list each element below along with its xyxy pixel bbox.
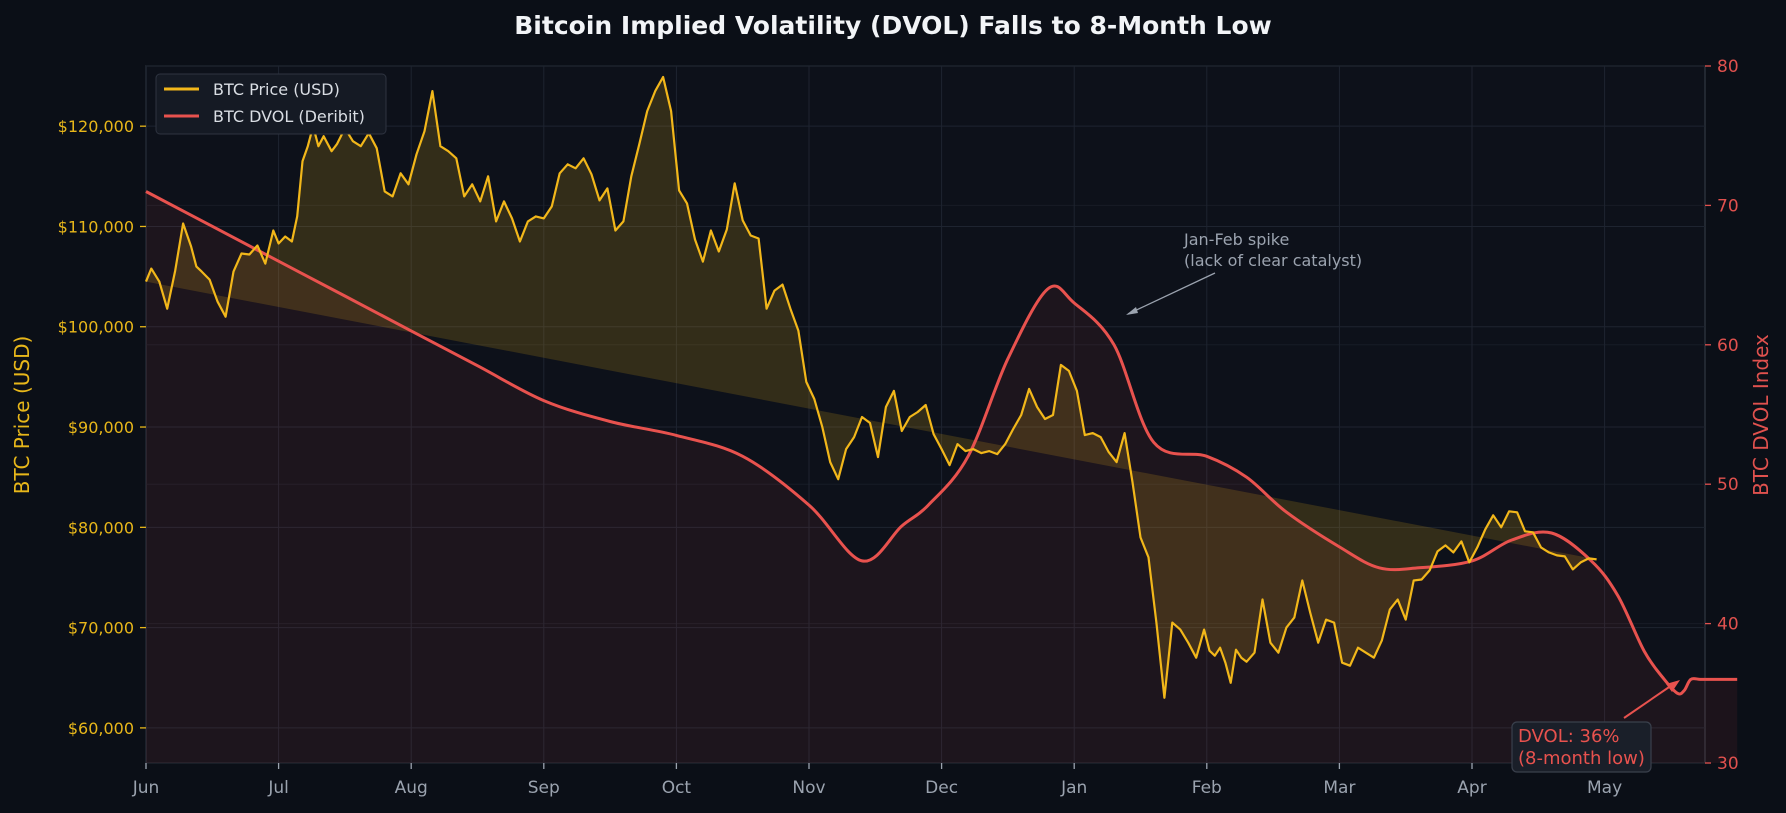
x-tick-label-5: Nov <box>792 778 825 798</box>
legend-box <box>155 73 387 135</box>
right-tick-label-4: 70 <box>1717 196 1739 216</box>
dvol-area-fill <box>146 191 1738 763</box>
legend-entry-dvol: BTC DVOL (Deribit) <box>213 107 365 126</box>
x-tick-label-4: Oct <box>662 778 692 798</box>
left-axis-label: BTC Price (USD) <box>10 336 34 495</box>
callout-arrow <box>1623 682 1676 719</box>
price-area-fill <box>146 77 1597 698</box>
grid-lines <box>145 65 1705 764</box>
x-tick-label-6: Dec <box>925 778 958 798</box>
x-tick-label-8: Feb <box>1192 778 1222 798</box>
x-axis: Jun Jul Aug Sep Oct Nov Dec Jan Feb Mar Apr May <box>132 763 1622 798</box>
x-tick-label-3: Sep <box>528 778 560 798</box>
x-tick-label-10: Apr <box>1457 778 1486 798</box>
callout-box <box>1511 721 1652 773</box>
left-tick-label-1: $70,000 <box>68 619 134 638</box>
legend-entry-price: BTC Price (USD) <box>213 80 340 99</box>
x-tick-label-7: Jan <box>1060 778 1087 798</box>
left-tick-label-4: $100,000 <box>58 318 134 337</box>
callout-line2: (8-month low) <box>1518 748 1645 769</box>
left-tick-label-2: $80,000 <box>68 518 134 537</box>
callout-arrowhead <box>1666 680 1680 692</box>
series-fills <box>146 77 1738 763</box>
right-tick-label-1: 40 <box>1717 615 1739 635</box>
right-axis-label: BTC DVOL Index <box>1749 334 1773 496</box>
annotation-dvol-low: DVOL: 36% (8-month low) <box>1511 680 1680 773</box>
left-tick-label-6: $120,000 <box>58 117 134 136</box>
callout-line1: DVOL: 36% <box>1518 726 1620 747</box>
right-y-axis: 30 40 50 60 70 80 <box>1705 57 1739 774</box>
annotation-spike-arrowhead <box>1126 307 1138 315</box>
right-tick-label-3: 60 <box>1717 336 1739 356</box>
right-tick-label-5: 80 <box>1717 57 1739 77</box>
series-lines <box>144 75 1738 699</box>
right-tick-label-2: 50 <box>1717 475 1739 495</box>
annotation-spike-line1: Jan-Feb spike <box>1183 230 1289 249</box>
chart-title: Bitcoin Implied Volatility (DVOL) Falls … <box>514 11 1272 40</box>
dvol-line <box>145 190 1738 696</box>
x-tick-label-2: Aug <box>395 778 428 798</box>
annotation-spike-arrow <box>1127 272 1216 315</box>
legend: BTC Price (USD) BTC DVOL (Deribit) <box>155 73 387 135</box>
price-line <box>144 75 1597 699</box>
left-tick-label-0: $60,000 <box>68 719 134 738</box>
left-tick-label-3: $90,000 <box>68 418 134 437</box>
annotation-spike-line2: (lack of clear catalyst) <box>1184 251 1362 270</box>
left-y-axis: $60,000 $70,000 $80,000 $90,000 $100,000 $110… <box>58 117 146 738</box>
left-tick-label-5: $110,000 <box>58 217 134 236</box>
x-tick-label-0: Jun <box>132 778 160 798</box>
annotation-jan-feb-spike: Jan-Feb spike (lack of clear catalyst) <box>1126 230 1362 315</box>
right-tick-label-0: 30 <box>1717 754 1739 774</box>
x-tick-label-11: May <box>1587 778 1622 798</box>
x-tick-label-9: Mar <box>1323 778 1355 798</box>
x-tick-label-1: Jul <box>267 778 289 798</box>
